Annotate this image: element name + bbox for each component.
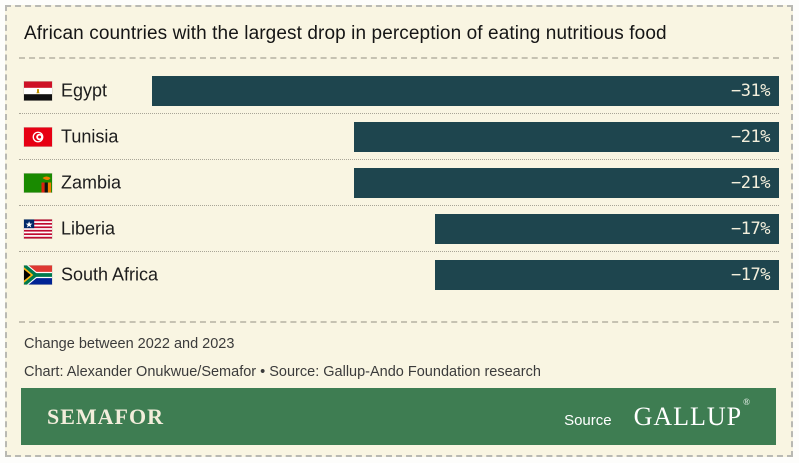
tunisia-flag-icon [24,127,52,146]
chart-frame: African countries with the largest drop … [5,5,793,457]
bar: −17% [435,213,779,244]
country-label: Zambia [61,172,122,192]
bar-value-label: −17% [731,264,770,285]
country-label: South Africa [61,264,159,284]
bar-chart: Egypt −31% Tunisia [19,68,779,297]
credit-note: Chart: Alexander Onukwue/Semafor • Sourc… [24,364,541,380]
country-label: Tunisia [61,126,119,146]
bar: −31% [152,75,779,106]
brand-bar: SEMAFOR Source GALLUP® [21,388,776,445]
bar-value-label: −21% [731,172,770,193]
liberia-flag-icon [24,219,52,238]
chart-row-tunisia: Tunisia −21% [19,113,779,159]
title-separator [19,57,779,59]
bar-value-label: −17% [731,218,770,239]
chart-row-south-africa: South Africa −17% [19,251,779,297]
bar: −17% [435,259,779,290]
source-label: Source [564,411,612,429]
bar: −21% [354,167,779,198]
bar: −21% [354,121,779,152]
gallup-logo: GALLUP® [633,396,751,431]
footer-separator [19,321,779,323]
bar-value-label: −21% [731,126,770,147]
egypt-flag-icon [24,81,52,100]
chart-row-zambia: Zambia −21% [19,159,779,205]
chart-row-liberia: Liberia −17% [19,205,779,251]
bar-value-label: −31% [731,80,770,101]
registered-mark: ® [743,396,751,407]
semafor-logo: SEMAFOR [47,403,164,429]
chart-title: African countries with the largest drop … [24,23,667,44]
change-note: Change between 2022 and 2023 [24,336,235,352]
country-label: Liberia [61,218,116,238]
south-africa-flag-icon [24,265,52,284]
zambia-flag-icon [24,173,52,192]
chart-row-egypt: Egypt −31% [19,68,779,113]
country-label: Egypt [61,80,108,100]
footnotes: Change between 2022 and 2023 Chart: Alex… [24,330,779,386]
